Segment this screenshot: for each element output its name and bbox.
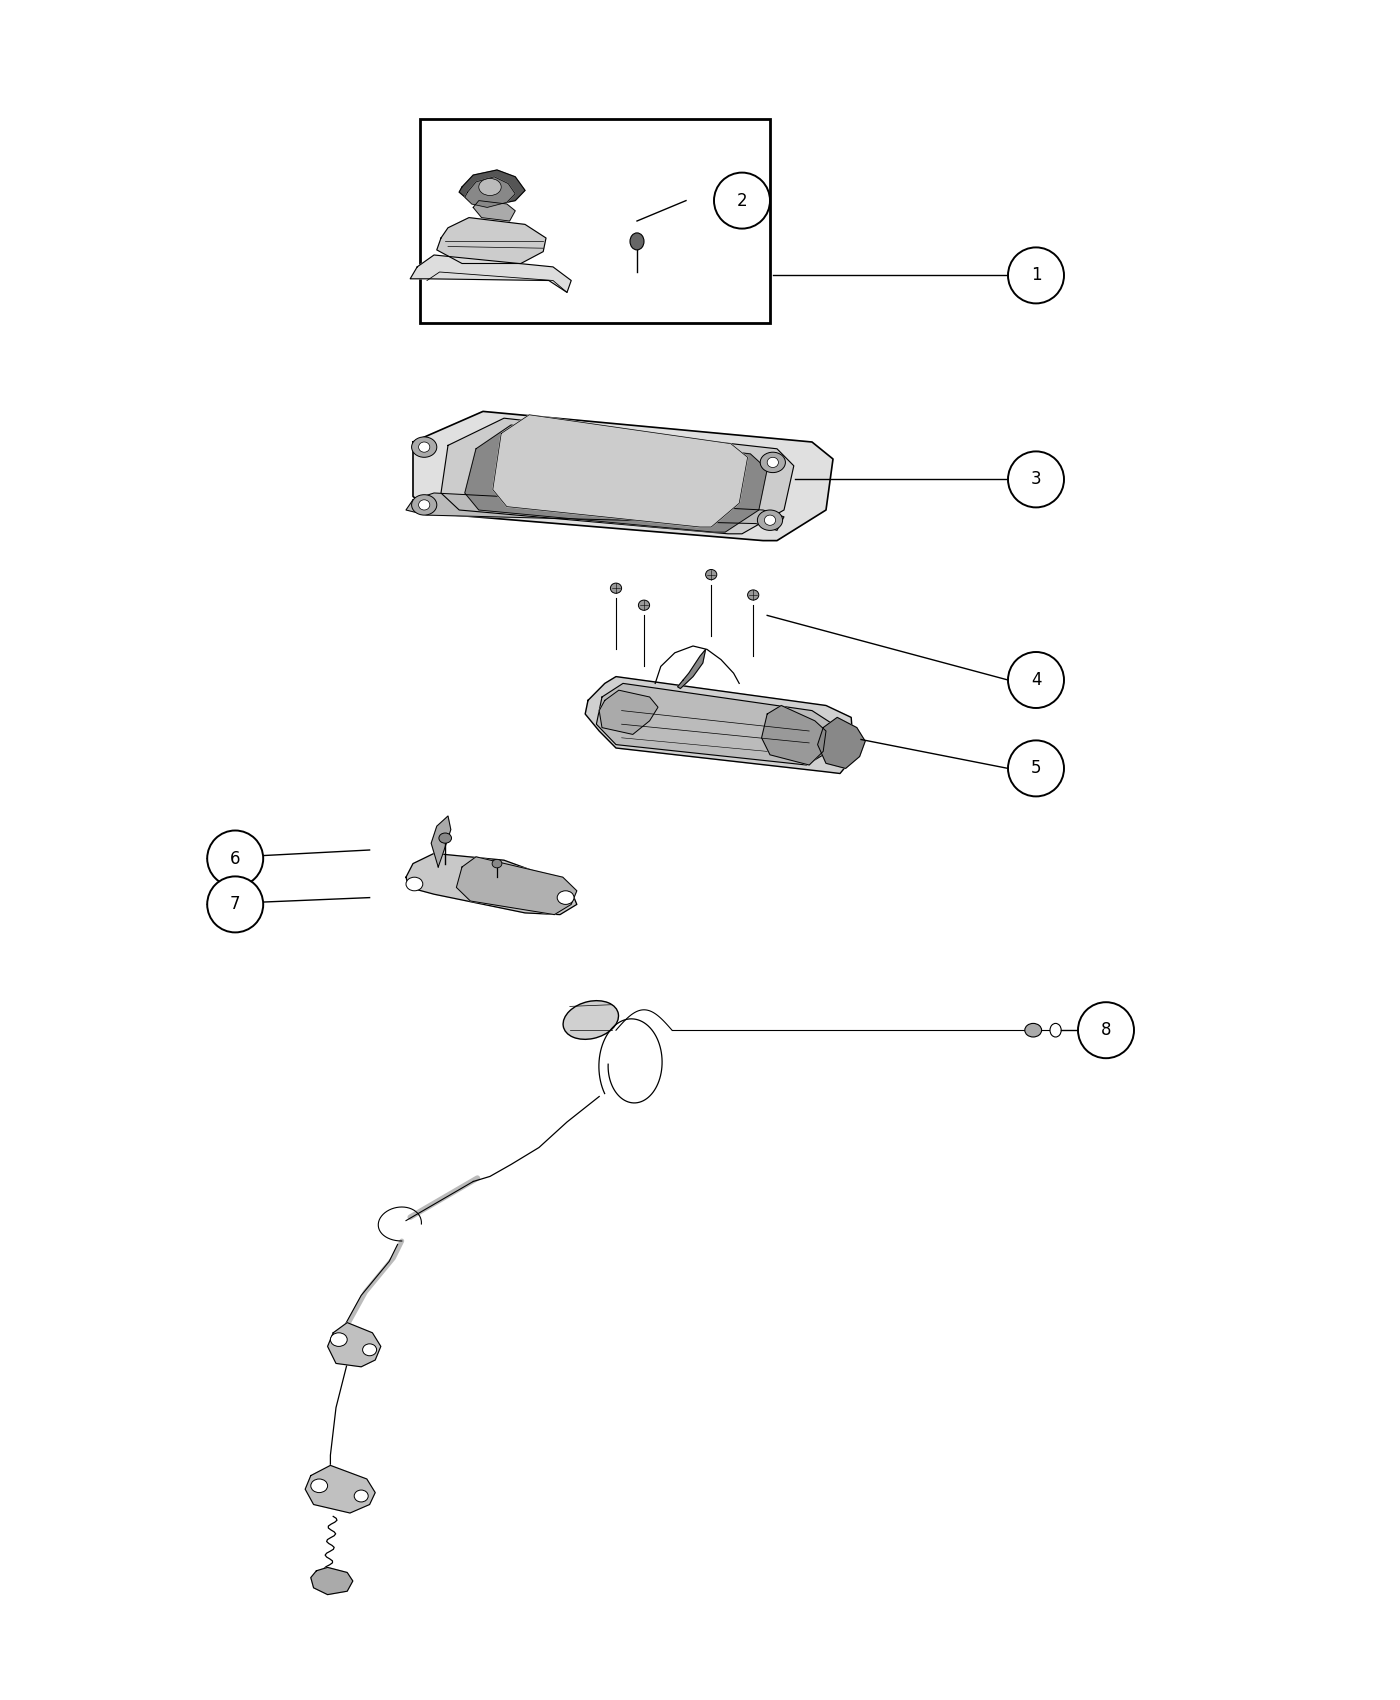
Polygon shape — [410, 255, 571, 292]
Ellipse shape — [1008, 741, 1064, 796]
Ellipse shape — [1008, 653, 1064, 707]
Circle shape — [1050, 1023, 1061, 1037]
Text: 8: 8 — [1100, 1022, 1112, 1039]
Ellipse shape — [563, 1001, 619, 1039]
Polygon shape — [585, 677, 854, 774]
Ellipse shape — [493, 860, 501, 869]
Ellipse shape — [610, 583, 622, 593]
Polygon shape — [599, 690, 658, 734]
Ellipse shape — [412, 495, 437, 515]
Polygon shape — [305, 1465, 375, 1513]
Polygon shape — [406, 493, 784, 530]
Ellipse shape — [557, 891, 574, 904]
Ellipse shape — [406, 877, 423, 891]
Ellipse shape — [330, 1333, 347, 1346]
Text: 7: 7 — [230, 896, 241, 913]
Polygon shape — [456, 857, 577, 915]
Polygon shape — [406, 853, 577, 915]
Ellipse shape — [419, 442, 430, 452]
Ellipse shape — [363, 1343, 377, 1357]
Ellipse shape — [207, 831, 263, 886]
Ellipse shape — [760, 452, 785, 473]
Text: 2: 2 — [736, 192, 748, 209]
Ellipse shape — [1008, 452, 1064, 507]
Ellipse shape — [767, 457, 778, 468]
Ellipse shape — [419, 500, 430, 510]
Text: 1: 1 — [1030, 267, 1042, 284]
Ellipse shape — [1025, 1023, 1042, 1037]
Ellipse shape — [311, 1479, 328, 1493]
Polygon shape — [818, 717, 865, 768]
Polygon shape — [493, 415, 748, 527]
Polygon shape — [762, 706, 826, 765]
Ellipse shape — [479, 178, 501, 196]
Text: 6: 6 — [230, 850, 241, 867]
Ellipse shape — [748, 590, 759, 600]
Polygon shape — [678, 649, 706, 688]
Ellipse shape — [207, 877, 263, 932]
Circle shape — [630, 233, 644, 250]
Ellipse shape — [1078, 1003, 1134, 1057]
Ellipse shape — [638, 600, 650, 610]
Polygon shape — [459, 170, 525, 206]
Bar — [420, 119, 770, 323]
Polygon shape — [465, 425, 767, 532]
Polygon shape — [473, 201, 515, 221]
Ellipse shape — [412, 437, 437, 457]
Text: 3: 3 — [1030, 471, 1042, 488]
Polygon shape — [311, 1567, 353, 1595]
Polygon shape — [437, 218, 546, 264]
Ellipse shape — [354, 1489, 368, 1503]
Polygon shape — [431, 816, 451, 867]
Polygon shape — [328, 1323, 381, 1367]
Ellipse shape — [757, 510, 783, 530]
Text: 5: 5 — [1030, 760, 1042, 777]
Ellipse shape — [764, 515, 776, 525]
Polygon shape — [596, 683, 833, 765]
Polygon shape — [465, 177, 515, 207]
Ellipse shape — [706, 570, 717, 580]
Ellipse shape — [714, 173, 770, 228]
Ellipse shape — [440, 833, 451, 843]
Text: 4: 4 — [1030, 672, 1042, 688]
Ellipse shape — [1008, 248, 1064, 303]
Polygon shape — [441, 418, 794, 534]
Polygon shape — [413, 411, 833, 541]
